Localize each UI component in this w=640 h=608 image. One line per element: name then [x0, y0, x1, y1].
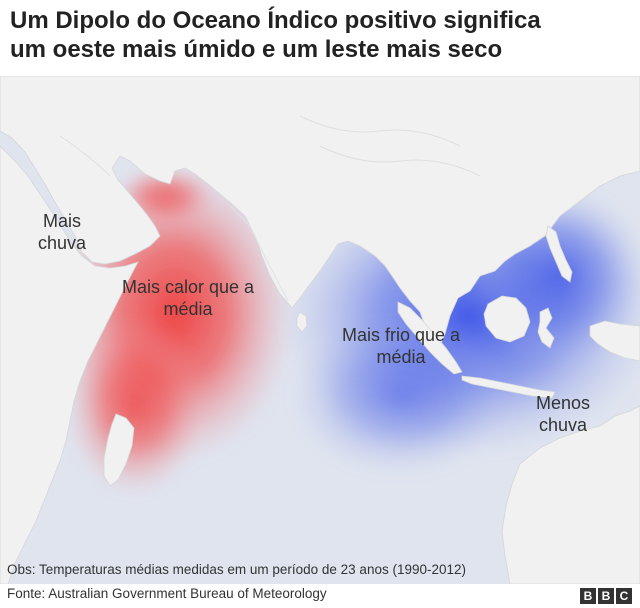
- bbc-logo-letter: B: [598, 588, 614, 604]
- label-wet-west-line1: Mais: [43, 211, 82, 231]
- label-dry-east: Menos chuva: [536, 392, 590, 436]
- label-warm-line2: média: [163, 299, 213, 319]
- indian-ocean-map: [0, 76, 640, 584]
- label-wet-west-line2: chuva: [38, 233, 87, 253]
- java: [461, 375, 556, 399]
- bbc-logo-letter: B: [580, 588, 596, 604]
- label-cold-anomaly: Mais frio que a média: [342, 324, 460, 368]
- philippines: [545, 225, 573, 283]
- sumatra: [397, 301, 463, 375]
- observation-note: Obs: Temperaturas médias medidas em um p…: [7, 562, 467, 577]
- asia-landmass: [0, 76, 640, 347]
- label-dry-east-line2: chuva: [538, 415, 588, 435]
- label-wet-west: Mais chuva: [38, 210, 86, 254]
- map-title: Um Dipolo do Oceano Índico positivo sign…: [10, 6, 634, 64]
- label-cold-line1: Mais frio que a: [342, 325, 461, 345]
- madagascar: [103, 413, 135, 487]
- new-guinea: [589, 320, 640, 362]
- australia-landmass: [501, 405, 640, 584]
- land: [0, 76, 640, 584]
- label-dry-east-line1: Menos: [536, 393, 591, 413]
- label-warm-line1: Mais calor que a: [122, 277, 255, 297]
- africa-landmass: [0, 145, 139, 584]
- terrain-hints: [59, 115, 481, 177]
- bbc-logo-letter: C: [616, 588, 632, 604]
- bbc-logo: B B C: [580, 588, 632, 604]
- title-line-2: um oeste mais úmido e um leste mais seco: [10, 36, 503, 63]
- source-credit: Fonte: Australian Government Bureau of M…: [7, 586, 327, 601]
- title-line-1: Um Dipolo do Oceano Índico positivo sign…: [10, 7, 541, 34]
- label-warm-anomaly: Mais calor que a média: [122, 276, 254, 320]
- label-cold-line2: média: [376, 347, 426, 367]
- borneo: [483, 295, 531, 343]
- map-svg: [0, 76, 640, 584]
- sulawesi: [537, 307, 555, 349]
- sri-lanka: [296, 311, 308, 333]
